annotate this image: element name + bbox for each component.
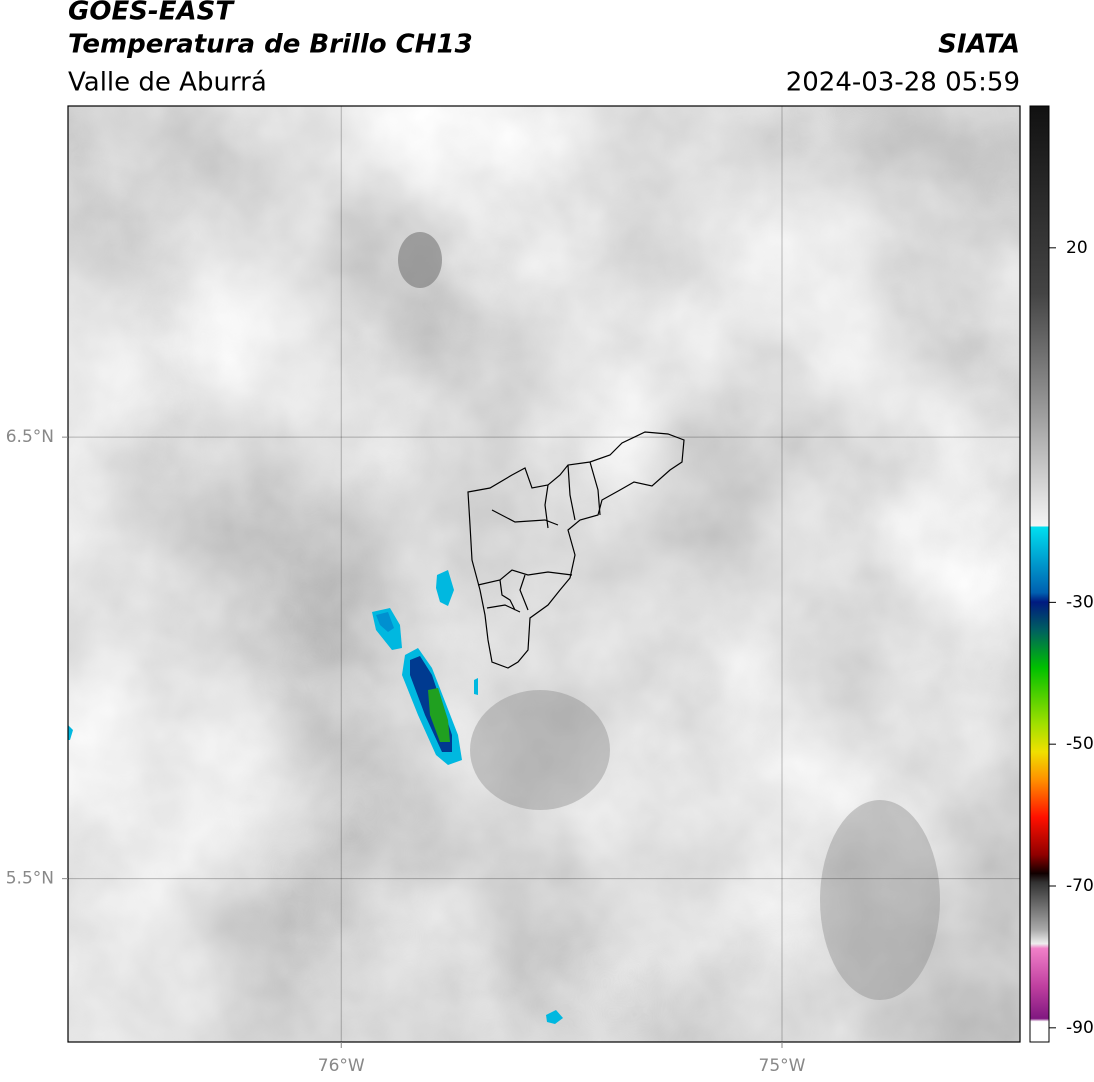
datetime: 2024-03-28 05:59 bbox=[786, 68, 1020, 98]
x-tick-label: 75°W bbox=[759, 1056, 806, 1076]
region: Valle de Aburrá bbox=[68, 68, 267, 98]
title: GOES-EAST bbox=[68, 0, 235, 27]
colorbar-tick-label: -90 bbox=[1066, 1018, 1094, 1038]
map-image bbox=[68, 106, 1020, 1042]
y-tick-label: 5.5°N bbox=[6, 869, 54, 889]
colorbar-tick-label: -70 bbox=[1066, 876, 1094, 896]
colorbar-tick-label: -30 bbox=[1066, 592, 1094, 612]
y-tick-label: 6.5°N bbox=[6, 427, 54, 447]
source: SIATA bbox=[938, 30, 1020, 60]
cold-clouds bbox=[68, 570, 563, 1024]
boundaries bbox=[467, 431, 685, 669]
grid bbox=[68, 106, 1020, 1042]
subtitle: Temperatura de Brillo CH13 bbox=[68, 30, 473, 60]
colorbar-tick-label: 20 bbox=[1066, 238, 1088, 258]
map-frame bbox=[67, 105, 1021, 1043]
colorbar bbox=[1029, 105, 1050, 1043]
x-tick-label: 76°W bbox=[318, 1056, 365, 1076]
colorbar-tick-label: -50 bbox=[1066, 734, 1094, 754]
